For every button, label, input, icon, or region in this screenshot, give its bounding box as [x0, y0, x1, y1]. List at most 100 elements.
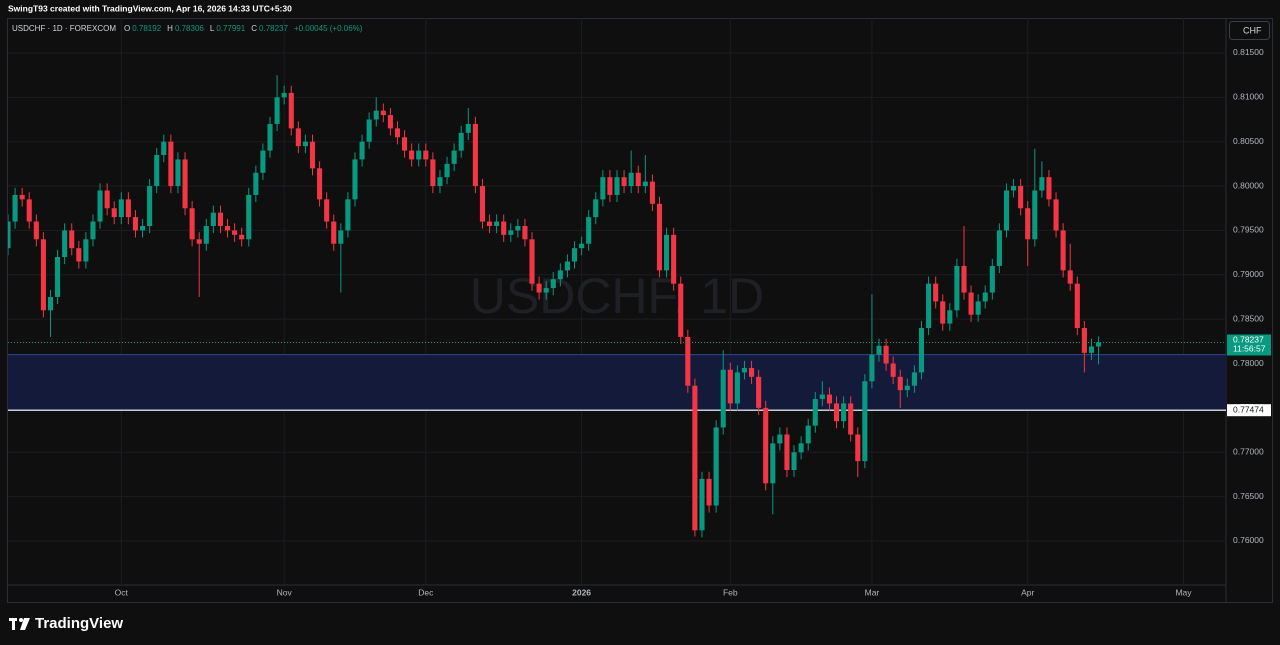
candle-body [444, 163, 450, 178]
candle-body [826, 394, 832, 404]
candle-body [486, 221, 493, 226]
candle-body [154, 155, 160, 187]
candle-body [409, 150, 415, 160]
candle-body [713, 427, 719, 506]
candle-body [614, 177, 620, 195]
y-tick-label: 0.76500 [1233, 491, 1264, 501]
candle-body [529, 239, 535, 284]
hline-label: 0.77474 [1233, 404, 1264, 414]
candle-body [699, 478, 705, 531]
candle-body [692, 385, 698, 531]
candle-body [968, 292, 974, 315]
x-tick-label: Apr [1021, 587, 1034, 597]
candle-body [217, 212, 223, 226]
candle-body [352, 159, 358, 200]
candle-body [1025, 208, 1031, 240]
candle-body [147, 186, 153, 226]
candle-body [890, 363, 896, 377]
candle-body [253, 172, 259, 195]
candle-body [196, 239, 202, 244]
candle-body [1011, 186, 1017, 191]
symbol: USDCHF · 1D · FOREXCOM [12, 24, 116, 33]
candle-body [288, 92, 294, 129]
candle-body [40, 239, 46, 311]
candle-body [727, 369, 733, 404]
candle-body [784, 434, 790, 471]
y-tick-label: 0.79000 [1233, 269, 1264, 279]
candle-body [83, 239, 89, 262]
candle-body [741, 367, 748, 373]
candle-body [394, 128, 401, 138]
candle-body [734, 372, 740, 404]
candle-body [940, 301, 946, 324]
candle-body [593, 199, 599, 218]
candle-body [494, 221, 500, 226]
candle-body [1003, 190, 1010, 231]
candle-body [1032, 190, 1038, 240]
candle-body [437, 177, 443, 187]
logo-mark [9, 618, 30, 630]
candle-body [345, 199, 351, 231]
candle-body [309, 141, 316, 169]
y-tick-label: 0.81000 [1233, 92, 1264, 102]
candle-body [522, 225, 528, 240]
candle-body [232, 230, 238, 235]
candle-body [33, 221, 39, 240]
candle-body [1046, 177, 1052, 200]
y-tick-label: 0.78500 [1233, 313, 1264, 323]
candle-body [168, 141, 174, 187]
y-tick-label: 0.81500 [1233, 47, 1264, 57]
candle-body [373, 110, 379, 120]
candle-body [1081, 328, 1087, 353]
candle-body [961, 265, 967, 293]
candle-body [12, 194, 18, 222]
candle-body [954, 265, 960, 311]
candle-body [47, 296, 54, 311]
candle-body [791, 452, 797, 471]
ohlc-label: L [210, 24, 215, 33]
candle-body [848, 403, 854, 435]
candle-body [118, 199, 124, 218]
candle-body [97, 190, 103, 222]
candle-body [1060, 230, 1066, 271]
candle-body [635, 172, 641, 187]
candle-body [579, 243, 585, 249]
currency-label[interactable]: CHF [1243, 25, 1262, 35]
candle-body [855, 434, 861, 462]
candle-body [515, 225, 521, 231]
candle-body [543, 288, 549, 293]
candle-body [989, 265, 995, 293]
candle-body [720, 369, 726, 428]
y-tick-label: 0.79500 [1233, 225, 1264, 235]
candle-body [267, 123, 273, 151]
candle-body [324, 199, 330, 222]
candle-body [139, 225, 146, 231]
last-price-label: 0.78237 [1233, 335, 1264, 345]
x-tick-label: Dec [418, 587, 434, 597]
candle-body [501, 221, 507, 235]
candle-body [918, 328, 925, 373]
candle-body [621, 177, 627, 187]
candle-body [550, 279, 556, 289]
candle-body [132, 217, 139, 231]
candle-body [685, 336, 691, 386]
candle-body [564, 261, 570, 271]
candle-body [671, 234, 677, 284]
candle-body [763, 407, 769, 484]
change-label: +0.00045 (+0.06%) [294, 24, 363, 33]
candle-body [926, 283, 932, 329]
candle-body [982, 292, 988, 302]
zone [8, 354, 1226, 411]
currency-button[interactable] [1229, 21, 1270, 40]
candle-body [805, 425, 811, 444]
candle-body [274, 97, 280, 124]
candle-body [465, 123, 471, 133]
hline-tag [1227, 404, 1271, 417]
candle-body [833, 403, 840, 422]
candle-body [1053, 199, 1059, 231]
candle-body [1067, 270, 1073, 284]
candle-body [819, 394, 825, 400]
candle-body [125, 199, 131, 218]
x-tick-label: Feb [723, 587, 738, 597]
